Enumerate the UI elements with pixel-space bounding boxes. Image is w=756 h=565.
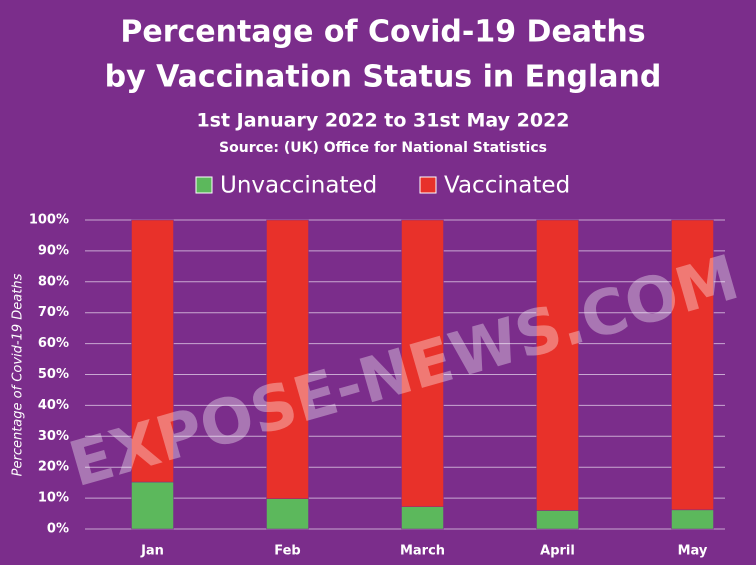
y-tick-label: 20%	[38, 460, 69, 475]
subtitle: 1st January 2022 to 31st May 2022	[196, 110, 569, 132]
y-tick-label: 30%	[38, 429, 69, 444]
bar-segment	[671, 509, 714, 530]
legend-swatch	[195, 176, 213, 194]
y-tick-label: 80%	[38, 274, 69, 289]
bar-segment	[671, 219, 714, 511]
bar-segment	[401, 506, 444, 530]
bar-segment	[536, 510, 579, 530]
legend-label: Vaccinated	[444, 173, 570, 199]
source: Source: (UK) Office for National Statist…	[219, 140, 547, 156]
bar-segment	[131, 219, 174, 483]
y-tick-label: 70%	[38, 305, 69, 320]
legend-label: Unvaccinated	[220, 173, 377, 199]
legend-swatch	[419, 176, 437, 194]
y-tick-label: 0%	[47, 522, 69, 537]
bar-segment	[266, 498, 309, 530]
x-tick-label: March	[400, 544, 445, 559]
y-tick-label: 50%	[38, 367, 69, 382]
bar-segment	[536, 219, 579, 511]
bar-segment	[266, 219, 309, 499]
x-tick-label: April	[540, 544, 575, 559]
bar-segment	[401, 219, 444, 508]
y-tick-label: 60%	[38, 336, 69, 351]
y-tick-label: 10%	[38, 491, 69, 506]
chart-title: by Vaccination Status in England	[105, 60, 662, 95]
y-axis-label: Percentage of Covid-19 Deaths	[11, 273, 26, 476]
chart-title: Percentage of Covid-19 Deaths	[120, 15, 645, 50]
x-tick-label: Feb	[274, 544, 300, 559]
y-tick-label: 40%	[38, 398, 69, 413]
x-tick-label: Jan	[140, 544, 164, 559]
bar-segment	[131, 481, 174, 530]
x-tick-label: May	[678, 544, 708, 559]
y-tick-label: 100%	[29, 213, 69, 228]
y-tick-label: 90%	[38, 243, 69, 258]
